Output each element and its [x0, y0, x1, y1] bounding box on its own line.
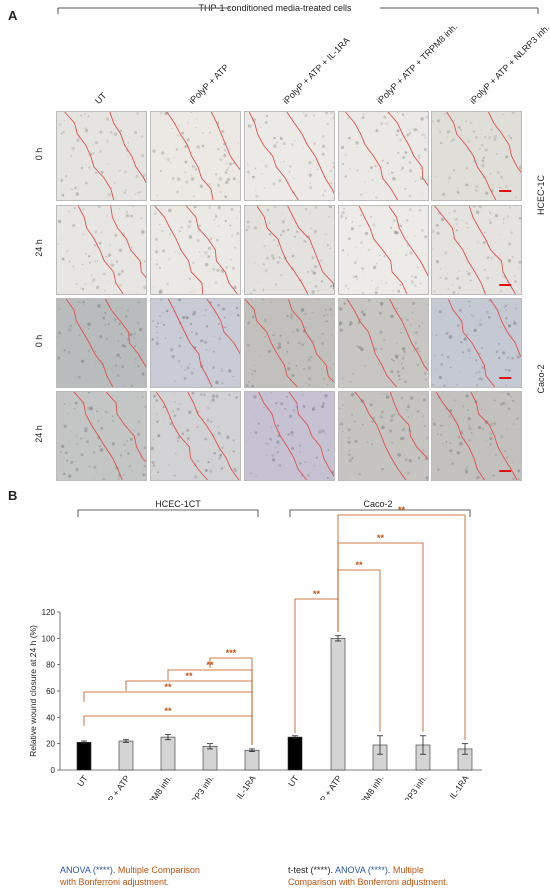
cell-line-label-caco: Caco-2: [536, 364, 546, 394]
footnote-left-rest: Multiple Comparison: [115, 865, 200, 875]
bracket-caco: [289, 509, 471, 517]
panel-a-header-bracket: [57, 7, 539, 14]
group-label-hcec: HCEC-1CT: [155, 499, 201, 509]
micrograph-r2-c0: [56, 298, 147, 388]
sig-bracket-7: [337, 542, 424, 732]
footnote-left-anova: ANOVA (****).: [60, 865, 116, 875]
sig-label-7: **: [377, 533, 385, 543]
sig-bracket-2: [125, 680, 253, 745]
y-tick-label-0: 0: [51, 766, 56, 775]
group-label-caco: Caco-2: [363, 499, 393, 509]
y-tick-label-4: 80: [46, 661, 55, 670]
y-tick-label-2: 40: [46, 713, 55, 722]
bar-6: [330, 638, 346, 771]
column-label-0: UT: [92, 90, 109, 106]
y-tick-label-3: 60: [46, 687, 55, 696]
micrograph-r1-c1: [150, 205, 241, 295]
footnote-right: t-test (****). ANOVA (****). Multiple Co…: [288, 864, 448, 888]
sig-label-8: **: [398, 505, 406, 515]
micrograph-r2-c2: [244, 298, 335, 388]
sig-bracket-4: [209, 657, 253, 745]
bar-0: [76, 742, 92, 771]
sig-label-4: ***: [226, 648, 237, 658]
bar-1: [118, 740, 134, 771]
micrograph-r2-c1: [150, 298, 241, 388]
sig-label-0: **: [164, 706, 172, 716]
footnote-right-anova: ANOVA (****).: [333, 865, 391, 875]
row-label-3: 24 h: [34, 425, 44, 443]
micrograph-r0-c4: [431, 111, 522, 201]
sig-label-1: **: [164, 682, 172, 692]
micrograph-r0-c0: [56, 111, 147, 201]
y-tick-label-5: 100: [42, 634, 56, 643]
micrograph-r3-c2: [244, 391, 335, 481]
row-label-0: 0 h: [34, 147, 44, 161]
y-tick-label-6: 120: [42, 608, 56, 617]
panel-a-letter: A: [8, 8, 18, 23]
micrograph-r1-c3: [338, 205, 429, 295]
footnote-right-line2: Comparison with Bonferroni adjustment.: [288, 877, 449, 887]
footnote-left-line2: with Bonferroni adjustment.: [60, 877, 170, 887]
category-label-1: iPolyP + ATP: [95, 773, 132, 800]
category-label-0: UT: [75, 773, 90, 788]
micrograph-r3-c0: [56, 391, 147, 481]
footnote-right-ttest: t-test (****).: [288, 865, 334, 875]
micrograph-r1-c0: [56, 205, 147, 295]
cell-line-label-hcec: HCEC-1C: [536, 175, 546, 216]
column-label-3: iPolyP + ATP + TRPM8 inh.: [374, 21, 460, 106]
bar-2: [160, 736, 176, 771]
column-label-4: iPolyP + ATP + NLRP3 inh.: [467, 22, 550, 107]
footnote-left: ANOVA (****). Multiple Comparison with B…: [60, 864, 200, 888]
bar-4: [244, 749, 260, 771]
bracket-hcec: [77, 509, 259, 517]
category-label-5: UT: [286, 773, 301, 788]
micrograph-r2-c3: [338, 298, 429, 388]
micrograph-r0-c1: [150, 111, 241, 201]
bar-chart: 0 20 40 60 80 100 120 Relative wound closure at…: [28, 505, 482, 800]
category-label-6: iPolyP + ATP: [307, 773, 344, 800]
row-label-1: 24 h: [34, 239, 44, 257]
sig-label-6: **: [355, 560, 363, 570]
micrograph-r3-c4: [431, 391, 522, 481]
bar-5: [287, 736, 303, 771]
sig-bracket-8: [337, 514, 466, 740]
micrograph-r0-c2: [244, 111, 335, 201]
micrograph-r3-c1: [150, 391, 241, 481]
y-tick-label-1: 20: [46, 740, 55, 749]
micrograph-r3-c3: [338, 391, 429, 481]
panel-a-header: THP-1 conditioned media-treated cells: [198, 3, 352, 13]
footnote-right-rest: Multiple: [390, 865, 424, 875]
sig-label-2: **: [185, 671, 193, 681]
micrograph-r1-c4: [431, 205, 522, 295]
sig-label-5: **: [313, 589, 321, 599]
micrograph-r2-c4: [431, 298, 522, 388]
bar-3: [202, 745, 218, 771]
column-label-1: iPolyP + ATP: [186, 62, 231, 106]
row-label-2: 0 h: [34, 334, 44, 348]
y-axis-label: Relative wound closure at 24 h (%): [28, 625, 38, 757]
column-label-2: iPolyP + ATP + IL-1RA: [280, 35, 352, 106]
micrograph-r0-c3: [338, 111, 429, 201]
panel-b-letter: B: [8, 488, 18, 503]
micrograph-r1-c2: [244, 205, 335, 295]
